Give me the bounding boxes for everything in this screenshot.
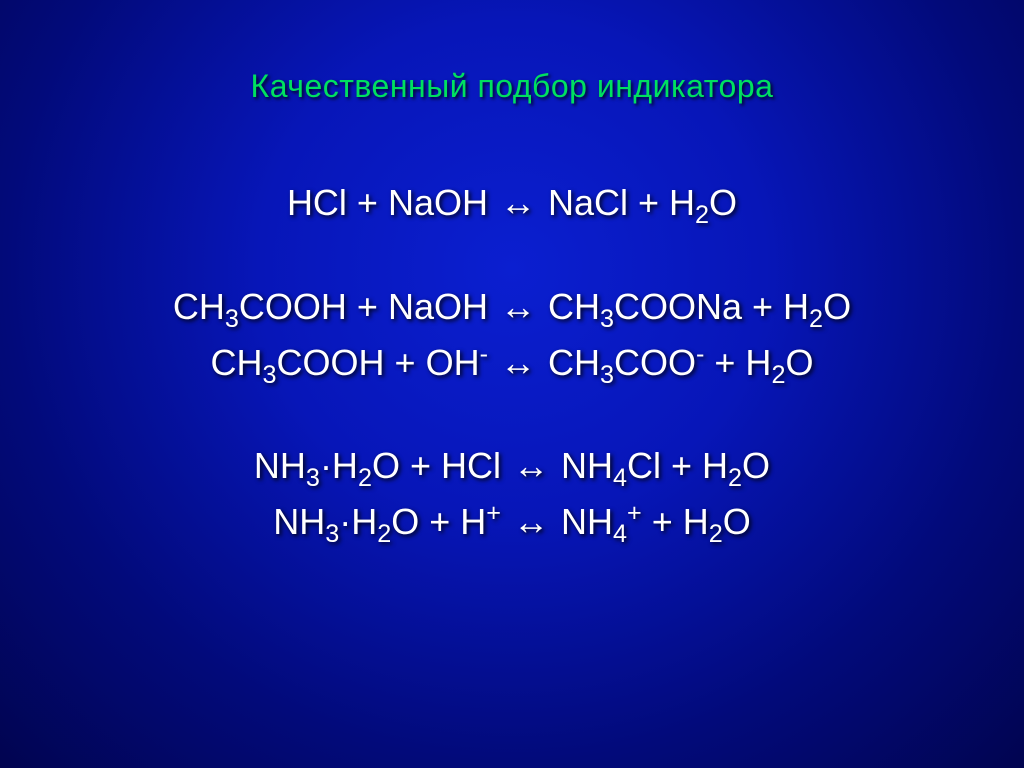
slide-title: Качественный подбор индикатора — [0, 68, 1024, 105]
equation-block-1: HCl + NaOH ↔ NaCl + H2O — [0, 175, 1024, 231]
equation-1: HCl + NaOH ↔ NaCl + H2O — [0, 175, 1024, 231]
equation-block-2: CH3COOH + NaOH ↔ CH3COONa + H2O CH3COOH … — [0, 279, 1024, 391]
equation-3: CH3COOH + OH- ↔ CH3COO- + H2O — [0, 335, 1024, 391]
equation-2: CH3COOH + NaOH ↔ CH3COONa + H2O — [0, 279, 1024, 335]
equation-block-3: NH3·H2O + HCl ↔ NH4Cl + H2O NH3·H2O + H+… — [0, 438, 1024, 550]
slide: Качественный подбор индикатора HCl + NaO… — [0, 0, 1024, 768]
equation-4: NH3·H2O + HCl ↔ NH4Cl + H2O — [0, 438, 1024, 494]
equation-5: NH3·H2O + H+ ↔ NH4+ + H2O — [0, 494, 1024, 550]
